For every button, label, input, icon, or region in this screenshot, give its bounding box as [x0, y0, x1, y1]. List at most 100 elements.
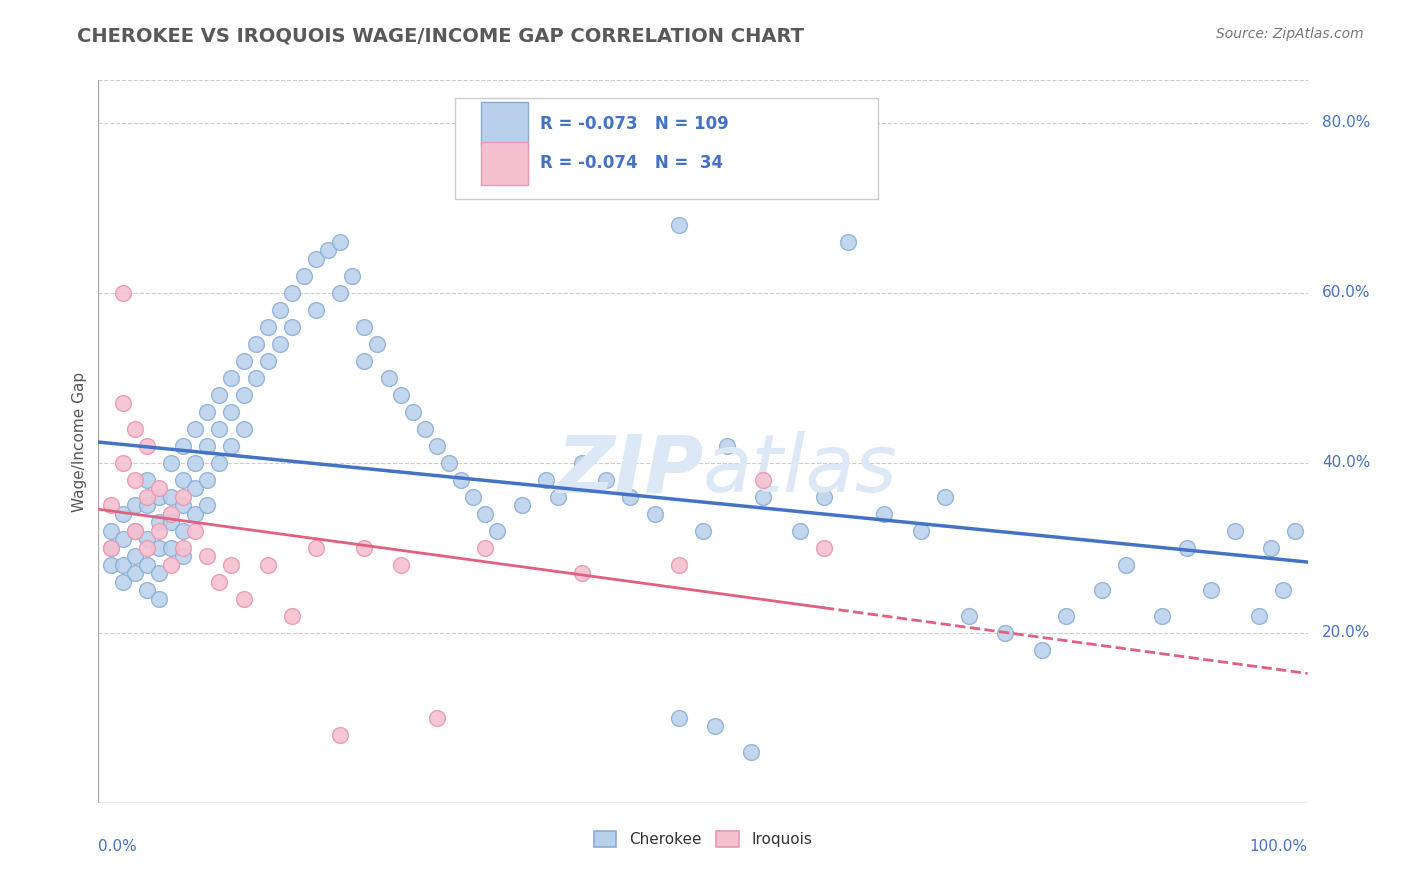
Point: [195, 549, 218, 564]
Point: [256, 319, 278, 334]
Point: [486, 524, 509, 538]
Point: [934, 490, 956, 504]
Point: [353, 353, 375, 368]
Point: [292, 268, 315, 283]
Text: ZIP: ZIP: [555, 432, 703, 509]
Point: [813, 490, 835, 504]
Point: [148, 516, 170, 530]
Point: [135, 490, 157, 504]
Point: [160, 507, 183, 521]
Point: [353, 541, 375, 555]
Point: [377, 371, 399, 385]
Point: [172, 541, 194, 555]
Point: [124, 473, 146, 487]
Point: [148, 541, 170, 555]
Point: [111, 558, 134, 572]
Point: [957, 608, 980, 623]
Point: [256, 558, 278, 572]
Point: [148, 591, 170, 606]
Point: [305, 302, 328, 317]
Point: [135, 541, 157, 555]
Point: [474, 541, 496, 555]
Point: [172, 490, 194, 504]
Point: [160, 558, 183, 572]
Point: [1199, 583, 1222, 598]
Point: [245, 371, 267, 385]
Point: [704, 719, 727, 733]
Point: [160, 456, 183, 470]
Point: [1031, 642, 1053, 657]
Point: [172, 439, 194, 453]
Point: [837, 235, 859, 249]
Point: [305, 252, 328, 266]
Point: [619, 490, 641, 504]
Point: [402, 405, 425, 419]
Point: [184, 507, 207, 521]
Point: [1223, 524, 1246, 538]
Point: [184, 456, 207, 470]
Point: [232, 388, 254, 402]
Point: [100, 541, 122, 555]
Point: [353, 319, 375, 334]
Text: 40.0%: 40.0%: [1322, 455, 1371, 470]
Point: [1152, 608, 1174, 623]
Point: [910, 524, 932, 538]
Point: [281, 285, 304, 300]
Point: [195, 439, 218, 453]
Point: [1091, 583, 1114, 598]
Point: [135, 533, 157, 547]
Point: [135, 473, 157, 487]
Text: 20.0%: 20.0%: [1322, 625, 1371, 640]
Point: [100, 524, 122, 538]
Point: [160, 490, 183, 504]
Point: [208, 422, 231, 436]
Point: [305, 541, 328, 555]
Point: [463, 490, 485, 504]
Point: [195, 405, 218, 419]
Point: [111, 396, 134, 410]
Point: [571, 456, 593, 470]
Point: [124, 524, 146, 538]
Point: [450, 473, 472, 487]
FancyBboxPatch shape: [481, 142, 527, 185]
Point: [172, 473, 194, 487]
Point: [195, 498, 218, 512]
Point: [172, 498, 194, 512]
Point: [111, 285, 134, 300]
Point: [692, 524, 714, 538]
Text: Source: ZipAtlas.com: Source: ZipAtlas.com: [1216, 27, 1364, 41]
Point: [329, 728, 352, 742]
Point: [111, 533, 134, 547]
Point: [184, 481, 207, 495]
Y-axis label: Wage/Income Gap: Wage/Income Gap: [72, 371, 87, 512]
Point: [135, 583, 157, 598]
Point: [873, 507, 896, 521]
Point: [135, 498, 157, 512]
Point: [208, 388, 231, 402]
Point: [316, 244, 339, 258]
Point: [813, 541, 835, 555]
Point: [994, 625, 1017, 640]
Point: [256, 353, 278, 368]
Point: [752, 473, 775, 487]
Text: 100.0%: 100.0%: [1250, 838, 1308, 854]
Point: [571, 566, 593, 581]
Point: [160, 516, 183, 530]
Point: [195, 473, 218, 487]
Point: [124, 549, 146, 564]
Point: [111, 507, 134, 521]
Point: [245, 336, 267, 351]
Point: [148, 524, 170, 538]
Point: [148, 490, 170, 504]
Point: [668, 218, 690, 232]
Point: [232, 591, 254, 606]
Point: [111, 574, 134, 589]
Legend: Cherokee, Iroquois: Cherokee, Iroquois: [588, 825, 818, 853]
Point: [329, 235, 352, 249]
Point: [668, 711, 690, 725]
Point: [232, 422, 254, 436]
Point: [668, 558, 690, 572]
Point: [135, 439, 157, 453]
Point: [100, 541, 122, 555]
Point: [740, 745, 762, 759]
